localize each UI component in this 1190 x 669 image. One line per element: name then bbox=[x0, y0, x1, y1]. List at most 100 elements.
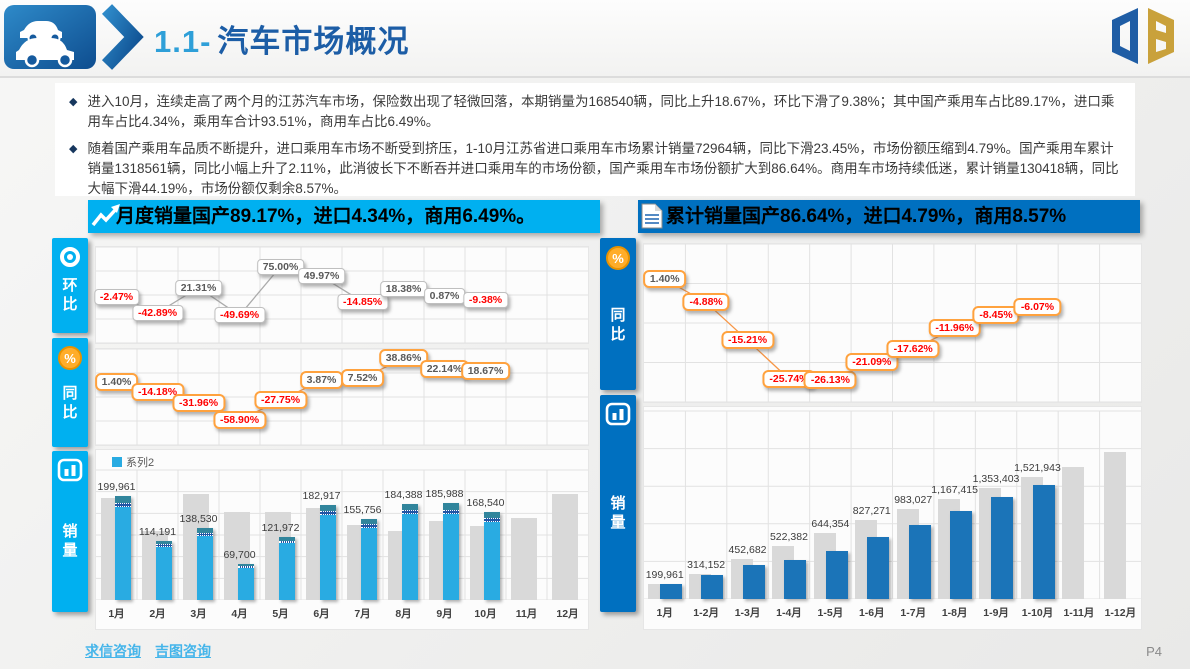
svg-text:%: % bbox=[612, 251, 624, 266]
data-callout: 21.31% bbox=[174, 279, 223, 296]
bar-value-label: 199,961 bbox=[97, 481, 136, 494]
bar-value-label: 182,917 bbox=[302, 489, 341, 502]
front-car-icon bbox=[16, 38, 74, 68]
cumulative-yoy-chart: 1.40% -4.88% -15.21% -25.74% -26.13% -21.09% -… bbox=[642, 243, 1142, 403]
monthly-sales-chart: 系列2 199,961 114,191 138,530 69,700 121,972 18… bbox=[95, 449, 589, 630]
header: 1.1- 汽车市场概况 bbox=[0, 0, 1190, 78]
footer-link-qiuxin[interactable]: 求信咨询 bbox=[85, 643, 141, 659]
bar-current bbox=[660, 584, 682, 599]
svg-text:%: % bbox=[64, 351, 76, 366]
document-icon bbox=[641, 203, 663, 229]
data-callout: -11.96% bbox=[928, 319, 981, 338]
bar-current bbox=[949, 511, 972, 599]
data-callout: -27.75% bbox=[253, 391, 308, 410]
data-callout: 0.87% bbox=[423, 287, 466, 304]
data-callout: 3.87% bbox=[299, 371, 344, 390]
data-callout: -14.85% bbox=[336, 293, 389, 310]
data-callout: -58.90% bbox=[212, 410, 267, 429]
bar-prior bbox=[1103, 452, 1126, 599]
summary-bullet-text: 随着国产乘用车品质不断提升，进口乘用车市场不断受到挤压，1-10月江苏省进口乘用… bbox=[87, 141, 1119, 196]
bar-value-label: 185,988 bbox=[425, 488, 464, 501]
data-callout: 75.00% bbox=[256, 258, 305, 275]
x-axis-label: 1-3月 bbox=[734, 607, 761, 619]
bar-value-label: 114,191 bbox=[138, 525, 177, 538]
data-callout: -42.89% bbox=[131, 304, 184, 321]
summary-box: ◆ 进入10月，连续走高了两个月的江苏汽车市场，保险数出现了轻微回落，本期销量为… bbox=[55, 83, 1135, 196]
chart-legend: 系列2 bbox=[112, 454, 154, 470]
sidebar-item-mom: 环比 bbox=[52, 238, 88, 333]
legend-swatch bbox=[112, 457, 122, 467]
cumulative-panel-header-text: 累计销量国产86.64%，进口4.79%，商用8.57% bbox=[666, 206, 1067, 227]
data-callout: 18.38% bbox=[379, 280, 428, 297]
data-callout: -2.47% bbox=[93, 288, 140, 305]
bar-current bbox=[238, 563, 254, 601]
x-axis-label: 5月 bbox=[272, 608, 289, 620]
bar-value-label: 644,354 bbox=[811, 518, 850, 531]
bar-value-label: 1,353,403 bbox=[972, 472, 1020, 485]
sidebar-label-sales: 销量 bbox=[62, 523, 78, 559]
bar-value-label: 983,027 bbox=[894, 494, 933, 507]
bar-current bbox=[156, 540, 172, 600]
x-axis-label: 6月 bbox=[313, 608, 330, 620]
x-axis: 1月 1-2月 1-3月 1-4月 1-5月 1-6月 1-7月 1-8月 1-9月 1-10月 1… bbox=[644, 605, 1141, 620]
legend-label: 系列2 bbox=[126, 457, 155, 469]
chevron-right-icon bbox=[101, 4, 144, 70]
bullet-diamond-icon: ◆ bbox=[69, 143, 78, 155]
bar-value-label: 522,382 bbox=[769, 531, 808, 544]
bar-current bbox=[742, 565, 765, 599]
x-axis-label: 8月 bbox=[395, 608, 412, 620]
bar-current bbox=[320, 504, 336, 600]
bar-current bbox=[825, 550, 848, 599]
data-callout: -31.96% bbox=[171, 393, 226, 412]
data-callout: -8.45% bbox=[972, 306, 1020, 325]
bar-value-label: 121,972 bbox=[261, 521, 300, 534]
sidebar-item-sales: 销量 bbox=[52, 451, 88, 612]
bar-value-label: 138,530 bbox=[179, 512, 218, 525]
bar-value-label: 184,388 bbox=[384, 489, 423, 502]
sidebar-item-cum-yoy: % 同比 bbox=[600, 238, 636, 390]
cumulative-sales-chart: 199,961 314,152 452,682 522,382 644,354 827,2… bbox=[643, 406, 1142, 630]
x-axis-label: 2月 bbox=[149, 608, 166, 620]
bar-prior bbox=[511, 518, 537, 600]
bar-current bbox=[197, 528, 213, 600]
footer-links: 求信咨询 吉图咨询 bbox=[85, 641, 225, 661]
x-axis-label: 4月 bbox=[231, 608, 248, 620]
bar-value-label: 314,152 bbox=[687, 559, 726, 572]
data-callout: -26.13% bbox=[803, 371, 857, 390]
bar-current bbox=[443, 503, 459, 600]
trend-line-icon bbox=[91, 204, 120, 227]
percent-icon: % bbox=[606, 246, 630, 270]
bar-current bbox=[908, 525, 931, 599]
x-axis-label: 1-12月 bbox=[1104, 607, 1137, 619]
x-axis-label: 1月 bbox=[108, 608, 125, 620]
x-axis-label: 7月 bbox=[354, 608, 371, 620]
summary-bullet: ◆ 进入10月，连续走高了两个月的江苏汽车市场，保险数出现了轻微回落，本期销量为… bbox=[69, 92, 1121, 132]
db-logo-icon bbox=[1112, 8, 1174, 64]
bar-value-label: 1,521,943 bbox=[1014, 462, 1061, 475]
bar-current bbox=[701, 575, 724, 599]
data-callout: -17.62% bbox=[886, 340, 940, 359]
x-axis-label: 1-10月 bbox=[1021, 607, 1054, 619]
x-axis-label: 3月 bbox=[190, 608, 207, 620]
sidebar-label-mom: 环比 bbox=[62, 277, 78, 313]
x-axis-label: 1-8月 bbox=[941, 607, 968, 619]
page-title: 1.1- 汽车市场概况 bbox=[154, 16, 409, 61]
bar-prior bbox=[1062, 467, 1085, 599]
x-axis-label: 1-9月 bbox=[983, 607, 1009, 619]
data-callout: -6.07% bbox=[1013, 297, 1062, 316]
x-axis-label: 1-6月 bbox=[858, 607, 885, 619]
target-icon bbox=[60, 247, 80, 267]
x-axis-label: 1-11月 bbox=[1063, 607, 1095, 619]
bar-current bbox=[1032, 484, 1055, 599]
data-callout: 18.67% bbox=[460, 362, 511, 381]
percent-icon: % bbox=[58, 346, 82, 370]
monthly-yoy-chart: 1.40% -14.18% -31.96% -58.90% -27.75% 3.87% 7.… bbox=[94, 348, 589, 446]
x-axis-label: 9月 bbox=[436, 608, 453, 620]
sidebar-label-cum-sales: 销量 bbox=[610, 495, 626, 531]
footer-link-jitu[interactable]: 吉图咨询 bbox=[155, 643, 211, 659]
x-axis-label: 1月 bbox=[656, 607, 673, 619]
data-callout: -4.88% bbox=[682, 293, 730, 312]
data-callout: -15.21% bbox=[720, 331, 775, 350]
data-callout: 7.52% bbox=[340, 369, 385, 388]
bar-value-label: 199,961 bbox=[645, 568, 684, 581]
